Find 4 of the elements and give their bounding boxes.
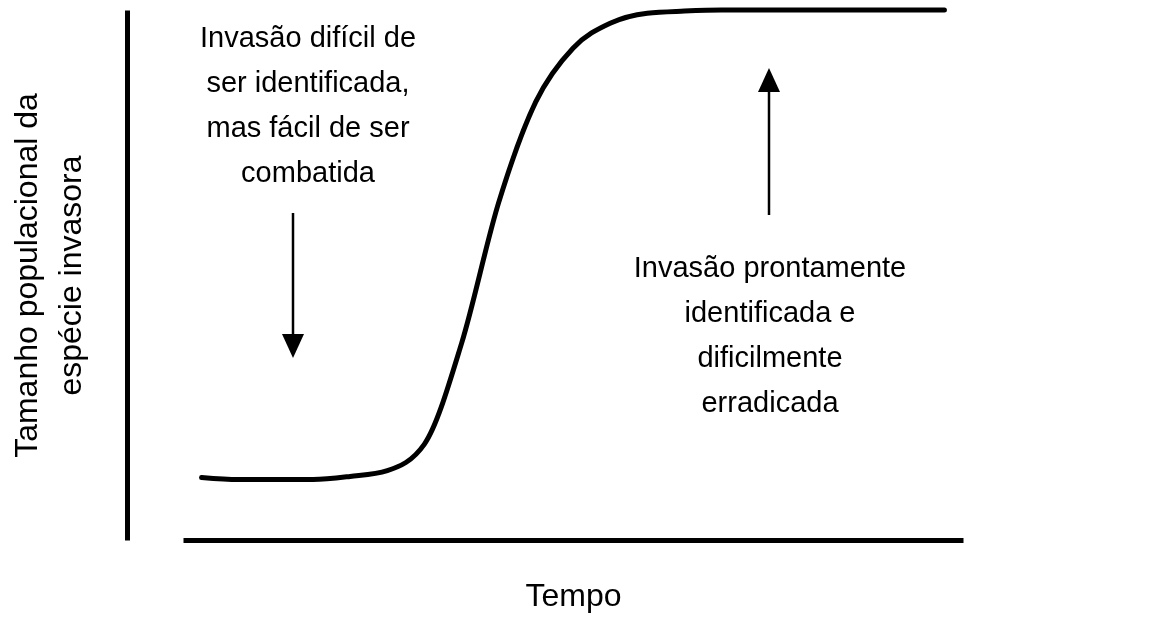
x-axis-title: Tempo — [525, 576, 622, 613]
annotation: Invasão prontamente identificada e dificilmente erradicada — [633, 251, 907, 418]
y-axis-title: Tamanho populacional da espécie invasora — [7, 92, 88, 458]
annotation: Invasão difícil de ser identificada, mas fácil de ser combatida — [199, 21, 417, 188]
